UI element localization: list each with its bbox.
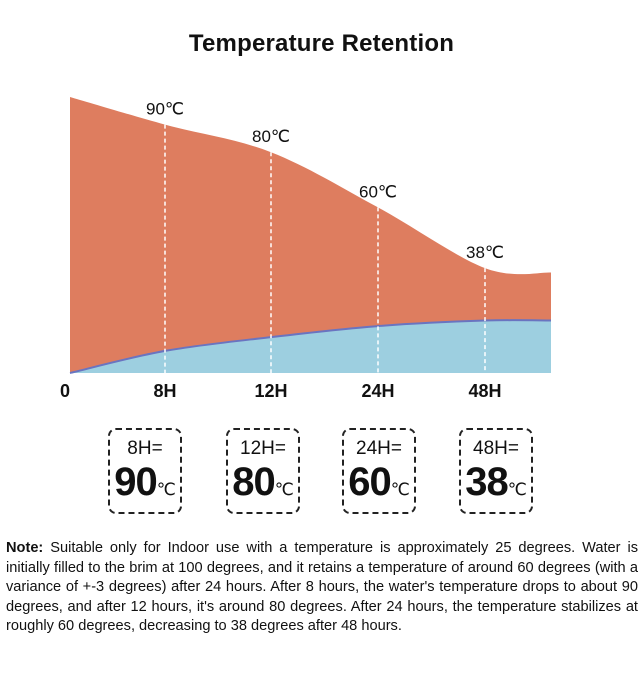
usage-note: Note: Suitable only for Indoor use with … xyxy=(6,539,638,637)
summary-box-value: 80℃ xyxy=(228,462,298,511)
x-tick-label: 0 xyxy=(60,381,70,401)
summary-box-value: 38℃ xyxy=(461,462,531,511)
summary-box-value: 90℃ xyxy=(110,462,180,511)
x-tick-label: 12H xyxy=(254,381,287,401)
summary-box-number: 90 xyxy=(114,460,157,504)
summary-box-label: 24H= xyxy=(356,438,402,459)
summary-box-label: 12H= xyxy=(240,438,286,459)
note-text: Suitable only for Indoor use with a temp… xyxy=(6,540,638,634)
x-tick-label: 48H xyxy=(468,381,501,401)
summary-box-value: 60℃ xyxy=(344,462,414,511)
summary-box-unit: ℃ xyxy=(274,480,294,499)
note-label: Note: xyxy=(6,540,44,556)
summary-box-number: 60 xyxy=(348,460,391,504)
point-label: 38℃ xyxy=(466,243,504,262)
summary-box-8h: 8H= 90℃ xyxy=(108,428,182,514)
summary-box-48h: 48H= 38℃ xyxy=(459,428,533,514)
summary-box-12h: 12H= 80℃ xyxy=(226,428,300,514)
chart-title: Temperature Retention xyxy=(188,30,455,57)
summary-box-number: 80 xyxy=(232,460,275,504)
summary-box-24h: 24H= 60℃ xyxy=(342,428,416,514)
summary-box-label: 48H= xyxy=(473,438,519,459)
summary-box-label: 8H= xyxy=(127,438,163,459)
summary-box-unit: ℃ xyxy=(507,480,527,499)
retention-area xyxy=(70,97,551,373)
temperature-chart: 90℃ 80℃ 60℃ 38℃ 0 8H 12H 24H 48H xyxy=(60,97,552,401)
point-label: 60℃ xyxy=(359,182,397,201)
x-tick-label: 24H xyxy=(361,381,394,401)
baseline-area xyxy=(70,320,551,373)
x-tick-label: 8H xyxy=(153,381,176,401)
summary-box-unit: ℃ xyxy=(156,480,176,499)
summary-box-number: 38 xyxy=(465,460,508,504)
summary-box-unit: ℃ xyxy=(390,480,410,499)
point-label: 90℃ xyxy=(146,100,184,119)
point-label: 80℃ xyxy=(252,127,290,146)
